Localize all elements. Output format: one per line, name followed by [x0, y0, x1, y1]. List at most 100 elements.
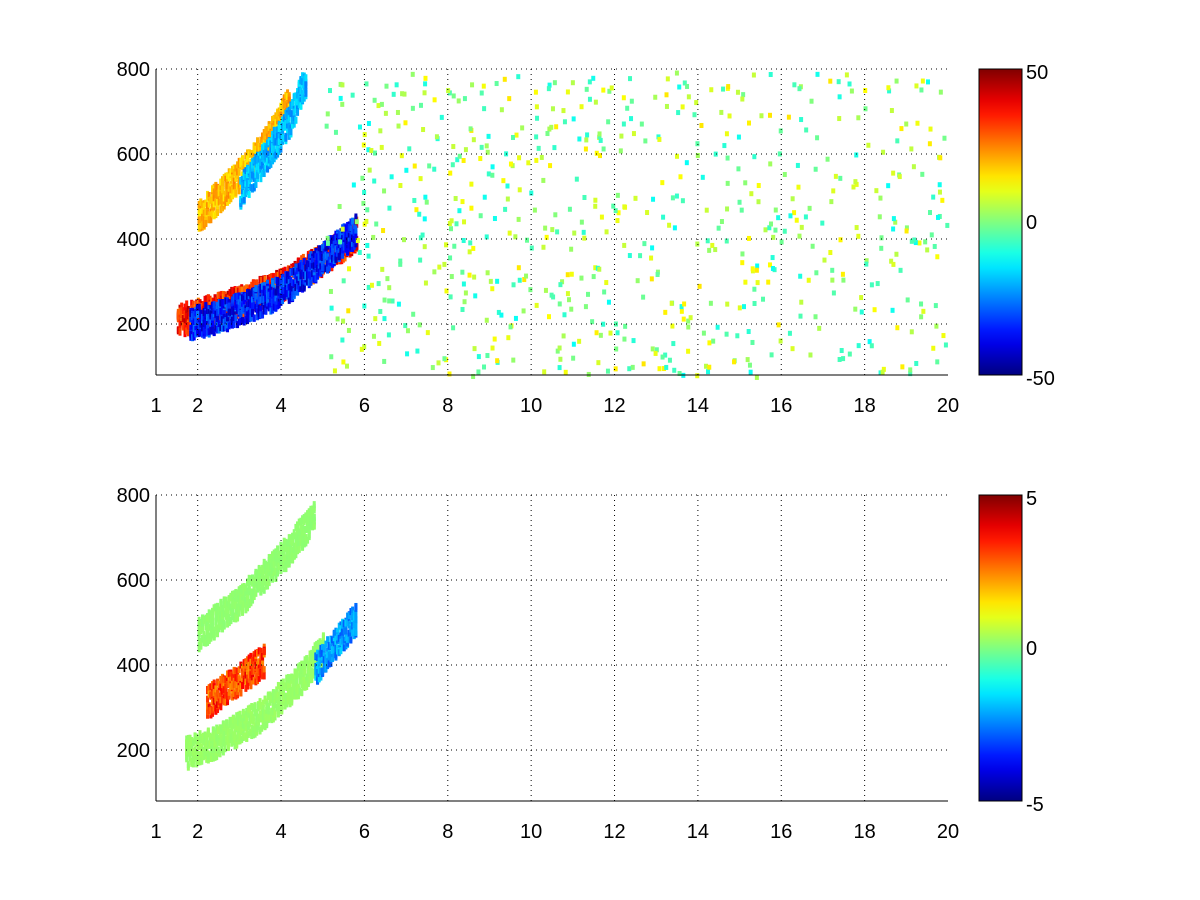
heatmap-cell: [790, 196, 795, 202]
heatmap-cell: [302, 86, 306, 94]
heatmap-cell: [277, 147, 281, 155]
heatmap-cell: [295, 685, 299, 693]
heatmap-cell: [324, 247, 328, 255]
heatmap-cell: [367, 167, 372, 173]
heatmap-cell: [476, 354, 481, 360]
heatmap-cell: [820, 220, 825, 226]
heatmap-cell: [211, 732, 215, 740]
heatmap-cell: [287, 281, 291, 289]
heatmap-cell: [681, 316, 686, 322]
heatmap-cell: [185, 739, 189, 747]
heatmap-cell: [329, 239, 333, 247]
heatmap-cell: [297, 101, 301, 109]
heatmap-cell: [541, 244, 546, 250]
heatmap-cell: [195, 736, 199, 744]
heatmap-cell: [264, 158, 268, 166]
heatmap-cell: [202, 216, 206, 224]
heatmap-cell: [686, 318, 691, 324]
heatmap-cell: [321, 244, 325, 252]
heatmap-cell: [229, 616, 233, 624]
heatmap-cell: [209, 691, 213, 699]
heatmap-cell: [246, 307, 250, 315]
heatmap-cell: [237, 298, 241, 306]
heatmap-cell: [517, 187, 522, 193]
heatmap-cell: [401, 237, 406, 243]
heatmap-cell: [311, 650, 315, 658]
heatmap-cell: [254, 145, 258, 153]
heatmap-cell: [291, 556, 295, 564]
heatmap-cell: [240, 714, 244, 722]
heatmap-cell: [231, 682, 235, 690]
heatmap-cell: [778, 338, 783, 344]
heatmap-cell: [291, 268, 295, 276]
heatmap-cell: [221, 307, 225, 315]
heatmap-cell: [447, 221, 452, 227]
heatmap-cell: [260, 711, 264, 719]
heatmap-cell: [768, 221, 773, 227]
heatmap-cell: [471, 245, 476, 251]
heatmap-cell: [282, 555, 286, 563]
heatmap-cell: [257, 584, 261, 592]
heatmap-cell: [252, 183, 256, 191]
heatmap-cell: [276, 109, 280, 117]
heatmap-cell: [236, 603, 240, 611]
heatmap-cell: [231, 721, 235, 729]
heatmap-cell: [795, 162, 800, 168]
heatmap-cell: [238, 710, 242, 718]
heatmap-cell: [311, 512, 315, 520]
heatmap-cell: [207, 707, 211, 715]
heatmap-cell: [679, 308, 684, 314]
heatmap-cell: [209, 622, 213, 630]
heatmap-cell: [216, 209, 220, 217]
heatmap-cell: [296, 547, 300, 555]
heatmap-cell: [249, 314, 253, 322]
heatmap-cell: [197, 616, 201, 624]
heatmap-cell: [247, 190, 251, 198]
heatmap-cell: [290, 673, 294, 681]
heatmap-cell: [849, 88, 854, 94]
heatmap-cell: [326, 242, 330, 250]
heatmap-cell: [863, 106, 868, 112]
heatmap-cell: [302, 257, 306, 265]
heatmap-cell: [349, 242, 353, 250]
heatmap-cell: [281, 291, 285, 299]
heatmap-cell: [251, 579, 255, 587]
heatmap-cell: [369, 148, 374, 154]
heatmap-cell: [478, 213, 483, 219]
heatmap-cell: [206, 729, 210, 737]
heatmap-cell: [231, 679, 235, 687]
heatmap-cell: [228, 288, 232, 296]
heatmap-cell: [934, 323, 939, 329]
heatmap-cell: [198, 758, 202, 766]
heatmap-cell: [251, 303, 255, 311]
heatmap-cell: [546, 86, 551, 92]
heatmap-cell: [348, 248, 352, 256]
heatmap-cell: [224, 692, 228, 700]
heatmap-cell: [362, 344, 367, 350]
heatmap-cell: [255, 708, 259, 716]
heatmap-cell: [239, 160, 243, 168]
heatmap-cell: [286, 539, 290, 547]
heatmap-cell: [303, 677, 307, 685]
heatmap-cell: [226, 606, 230, 614]
heatmap-cell: [212, 704, 216, 712]
heatmap-cell: [660, 180, 665, 186]
heatmap-cell: [599, 214, 604, 220]
heatmap-cell: [225, 727, 229, 735]
heatmap-cell: [180, 310, 184, 318]
heatmap-cell: [585, 132, 590, 138]
heatmap-cell: [296, 88, 300, 96]
heatmap-cell: [579, 219, 584, 225]
heatmap-cell: [336, 249, 340, 257]
heatmap-cell: [217, 614, 221, 622]
heatmap-cell: [266, 140, 270, 148]
heatmap-cell: [237, 304, 241, 312]
heatmap-cell: [678, 174, 683, 180]
heatmap-cell: [235, 734, 239, 742]
heatmap-cell: [684, 160, 689, 166]
heatmap-cell: [204, 310, 208, 318]
heatmap-cell: [828, 250, 833, 256]
heatmap-cell: [752, 300, 757, 306]
heatmap-cell: [727, 113, 732, 119]
heatmap-cell: [410, 105, 415, 111]
